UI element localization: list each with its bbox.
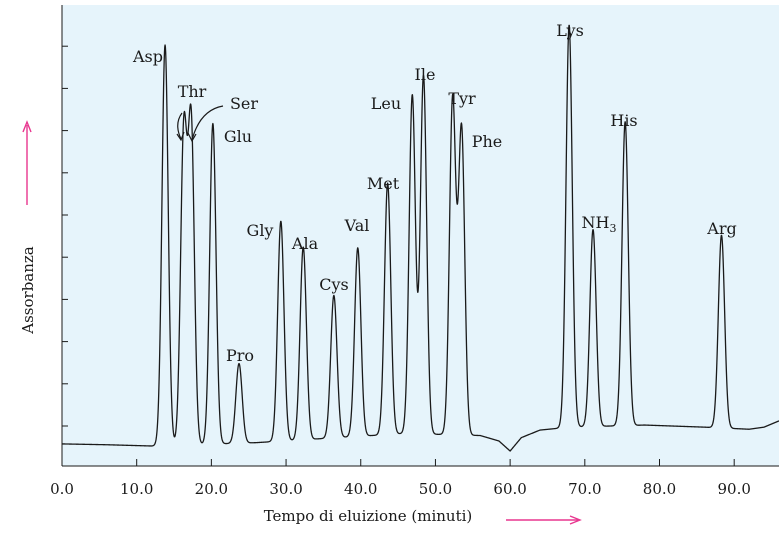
peak-labels: Asp Thr Ser Glu Pro Gly Ala Cys Val Met Leu Ile Tyr P… [132,21,737,365]
x-tick-label: 70.0 [568,480,601,498]
peak-label-met: Met [367,174,400,193]
peak-label-ala: Ala [291,234,319,253]
peak-label-cys: Cys [319,275,349,294]
peak-label-thr: Thr [178,82,207,101]
x-tick-label: 50.0 [419,480,452,498]
x-axis-ticks: 0.0 10.0 20.0 30.0 40.0 50.0 60.0 70.0 80.0 90.0 [50,459,751,498]
thr-pointer-arrow [176,112,185,142]
y-axis-title: Assorbanza [19,246,37,335]
peak-label-asp: Asp [132,47,163,66]
x-axis-arrow [506,515,582,525]
peak-label-phe: Phe [472,132,503,151]
x-tick-label: 90.0 [717,480,750,498]
y-axis-arrow [22,120,32,205]
x-tick-label: 20.0 [195,480,228,498]
ser-pointer-arrow [187,105,224,143]
x-axis-title: Tempo di eluizione (minuti) [264,507,473,525]
peak-label-pro: Pro [226,346,254,365]
x-tick-label: 10.0 [120,480,153,498]
peak-label-his: His [610,111,637,130]
x-tick-label: 30.0 [269,480,302,498]
x-tick-label: 0.0 [50,480,74,498]
peak-label-gly: Gly [247,221,274,240]
peak-label-val: Val [344,216,370,235]
x-tick-label: 60.0 [493,480,526,498]
peak-label-nh3: NH3 [582,213,617,235]
peak-label-ser: Ser [230,94,258,113]
peak-label-tyr: Tyr [448,89,476,108]
y-axis-ticks [62,45,68,427]
x-tick-label: 80.0 [643,480,676,498]
absorbance-trace [62,24,779,452]
peak-label-glu: Glu [224,127,252,146]
x-tick-label: 40.0 [344,480,377,498]
peak-label-arg: Arg [706,219,736,238]
peak-label-lys: Lys [556,21,584,40]
peak-label-ile: Ile [415,65,436,84]
peak-label-leu: Leu [371,94,401,113]
